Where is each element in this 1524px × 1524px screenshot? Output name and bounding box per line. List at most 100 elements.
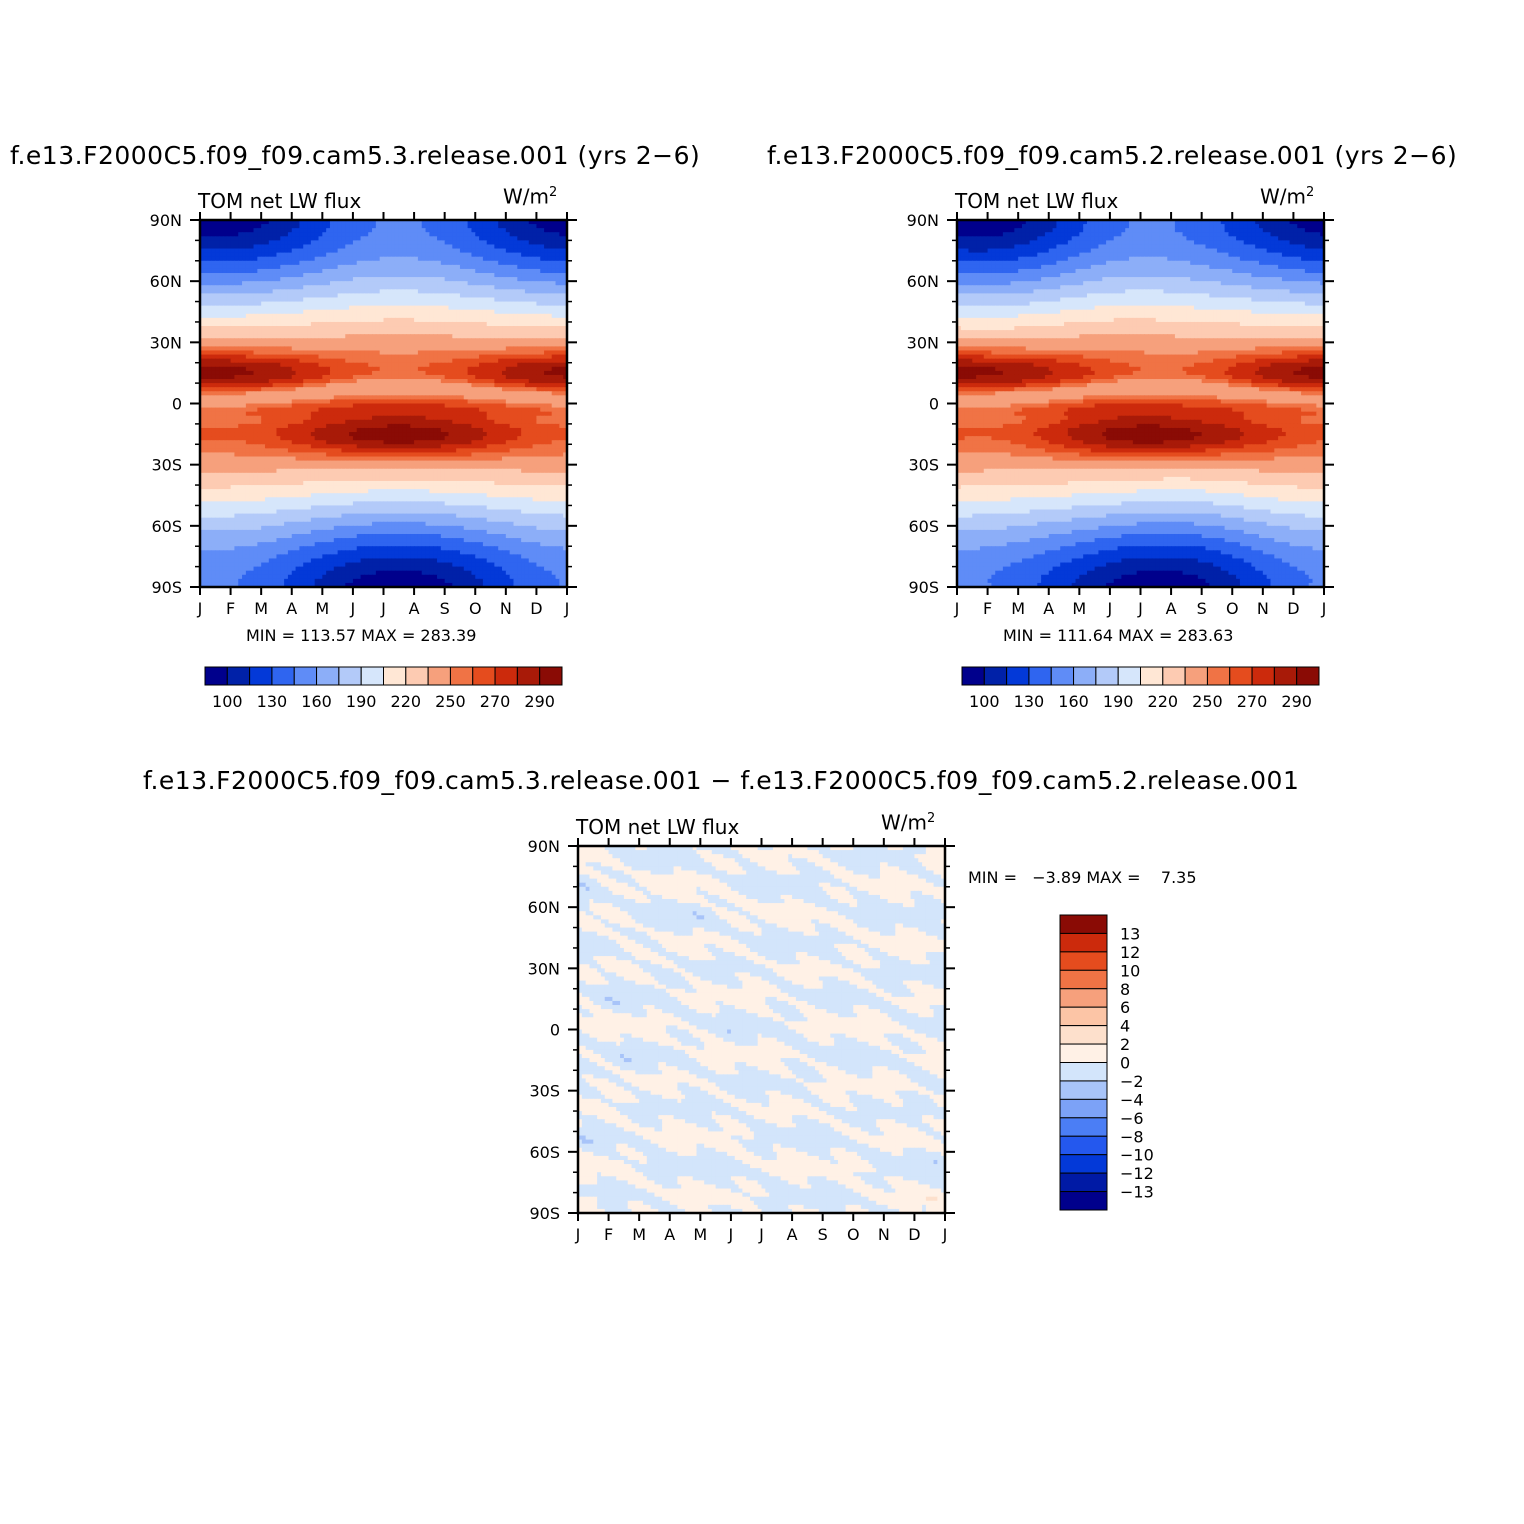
panel1-cell (353, 334, 357, 339)
panel1-cell (254, 302, 258, 307)
panel1-cell (338, 346, 342, 351)
panel1-cell (387, 420, 391, 425)
panel1-cell (464, 359, 468, 364)
panel1-cell (452, 350, 456, 355)
panel1-cell (227, 330, 231, 335)
panel1-cell (491, 326, 495, 331)
panel1-cell (391, 236, 395, 241)
panel1-cell (384, 322, 388, 327)
panel1-cell (254, 338, 258, 343)
panel1-cell (441, 346, 445, 351)
panel1-cell (391, 293, 395, 298)
panel1-cell (376, 273, 380, 278)
panel1-cell (491, 428, 495, 433)
panel1-cell (460, 249, 464, 254)
panel1-cell (533, 314, 537, 319)
panel1-cell (429, 391, 433, 396)
panel1-cell (414, 326, 418, 331)
panel1-cell (384, 420, 388, 425)
panel1-cell (219, 236, 223, 241)
panel1-cell (513, 277, 517, 282)
panel1-cell (234, 281, 238, 286)
panel1-cell (288, 240, 292, 245)
panel1-cell (364, 330, 368, 335)
panel1-cell (441, 363, 445, 368)
panel1-cell (491, 289, 495, 294)
panel1-cell (460, 383, 464, 388)
panel1-cell (265, 269, 269, 274)
panel1-cell (533, 342, 537, 347)
panel1-cell (296, 375, 300, 380)
panel1-cell (254, 416, 258, 421)
panel1-cell (311, 281, 315, 286)
panel1-cell (433, 306, 437, 311)
panel1-cell (246, 428, 250, 433)
panel1-cell (494, 261, 498, 266)
panel1-cell (387, 236, 391, 241)
panel1-cell (292, 391, 296, 396)
panel1-cell (441, 281, 445, 286)
panel1-cell (460, 428, 464, 433)
panel1-cell (491, 420, 495, 425)
panel1-cell (345, 228, 349, 233)
panel1-cell (334, 412, 338, 417)
panel1-cell (559, 236, 563, 241)
panel1-cell (250, 379, 254, 384)
panel1-cell (223, 289, 227, 294)
panel1-cell (410, 261, 414, 266)
panel1-cell (556, 330, 560, 335)
panel1-cell (456, 240, 460, 245)
panel1-cell (380, 244, 384, 249)
panel1-cell (384, 342, 388, 347)
panel1-cell (311, 416, 315, 421)
panel1-cell (410, 236, 414, 241)
panel1-cell (517, 326, 521, 331)
panel1-cell (491, 249, 495, 254)
panel1-cell (471, 371, 475, 376)
panel1-cell (223, 330, 227, 335)
panel1-cell (399, 420, 403, 425)
panel1-cell (468, 367, 472, 372)
panel1-cell (525, 310, 529, 315)
panel1-cell (471, 342, 475, 347)
panel1-cell (296, 249, 300, 254)
panel1-cell (445, 244, 449, 249)
panel1-cell (414, 249, 418, 254)
panel1-cell (276, 253, 280, 258)
panel1-cell (376, 375, 380, 380)
panel1-cell (311, 224, 315, 229)
panel1-cell (513, 285, 517, 290)
panel1-cell (254, 391, 258, 396)
panel1-cell (299, 302, 303, 307)
panel1-cell (536, 257, 540, 262)
panel1-cell (395, 265, 399, 270)
panel1-cell (292, 399, 296, 404)
panel1-cell (307, 346, 311, 351)
panel1-cell (475, 285, 479, 290)
panel1-cell (410, 310, 414, 315)
panel1-cell (429, 342, 433, 347)
panel1-cell (559, 326, 563, 331)
panel1-cell (330, 330, 334, 335)
panel1-cell (544, 371, 548, 376)
panel1-cell (288, 330, 292, 335)
panel1-cell (491, 232, 495, 237)
panel1-cell (361, 310, 365, 315)
panel1-cell (468, 379, 472, 384)
panel1-cell (502, 346, 506, 351)
panel1-cell (525, 293, 529, 298)
panel1-cell (288, 391, 292, 396)
panel1-cell (208, 326, 212, 331)
panel1-cell (223, 265, 227, 270)
panel1-cell (368, 383, 372, 388)
panel1-cell (548, 408, 552, 413)
panel1-cell (280, 338, 284, 343)
panel1-cell (471, 412, 475, 417)
panel1-cell (242, 404, 246, 409)
panel1-cell (391, 367, 395, 372)
panel1-cell (307, 330, 311, 335)
panel1-cell (464, 355, 468, 360)
panel1-cell (280, 412, 284, 417)
panel1-cell (510, 359, 514, 364)
panel1-cell (299, 399, 303, 404)
